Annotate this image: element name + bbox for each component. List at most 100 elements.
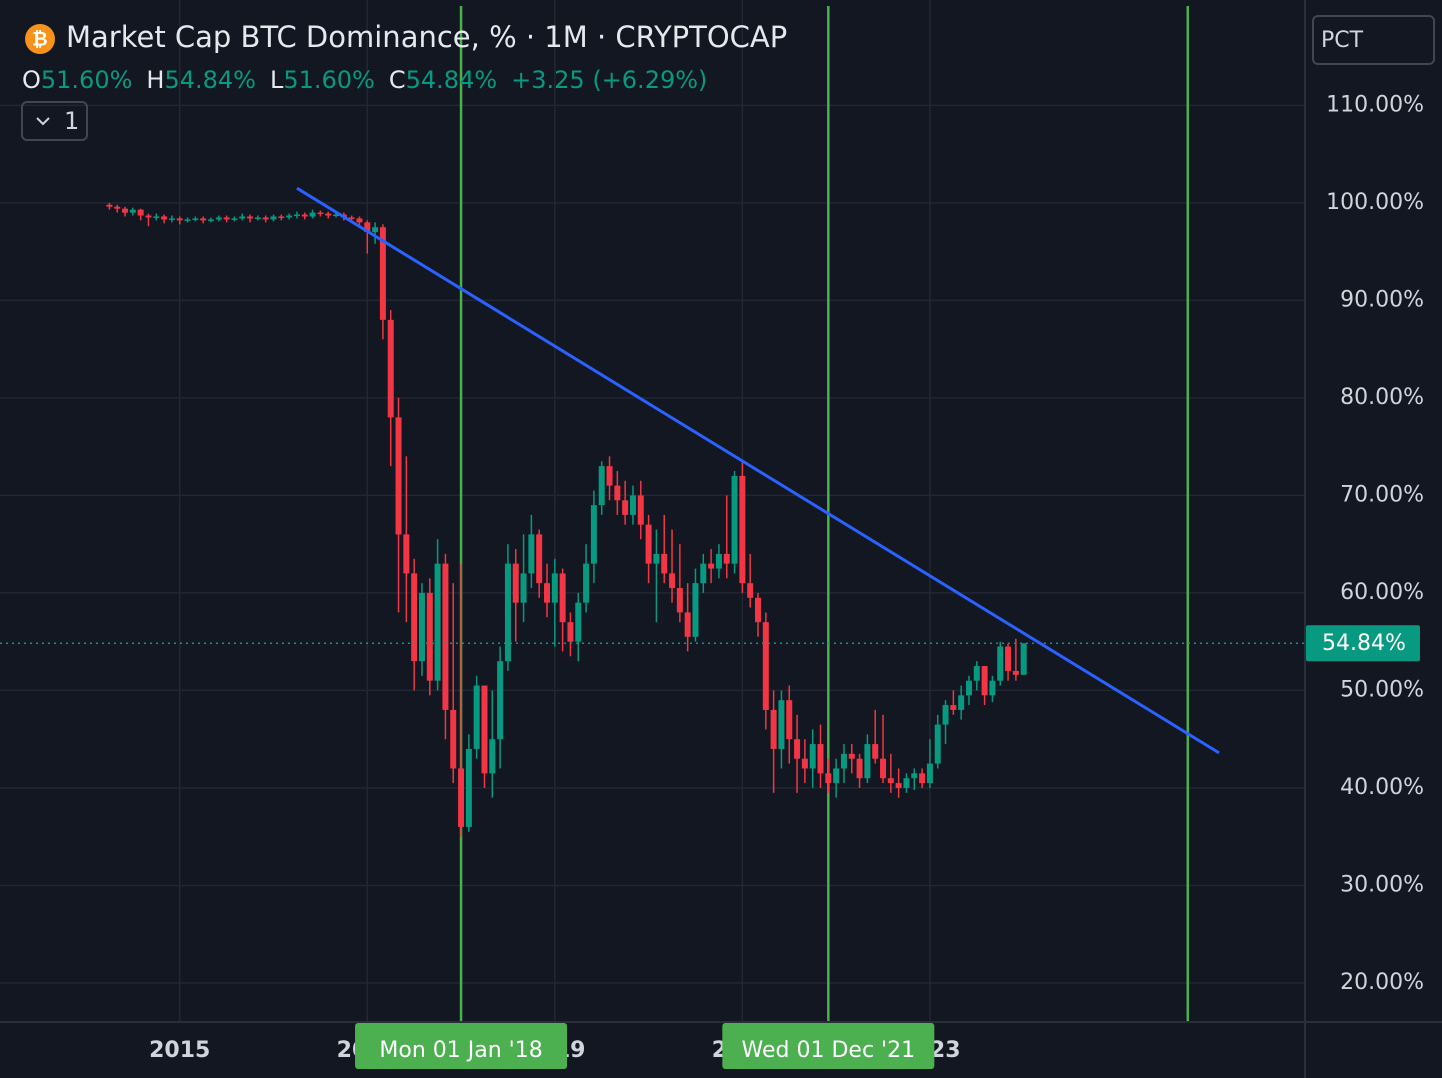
- candle-body: [481, 685, 488, 774]
- candle-body: [895, 783, 902, 788]
- candle-body: [207, 219, 214, 221]
- candle-body: [114, 206, 121, 209]
- candle-body: [317, 212, 324, 215]
- candle-body: [880, 758, 887, 779]
- candle-body: [794, 739, 801, 759]
- candle-body: [567, 622, 574, 642]
- y-tick-label: 40.00%: [1340, 775, 1424, 800]
- candle-body: [997, 646, 1004, 681]
- last-price-box: [1306, 625, 1420, 662]
- bitcoin-symbol: ₿: [32, 29, 47, 51]
- candle-body: [872, 744, 879, 759]
- date-label: Wed 01 Dec '21: [742, 1038, 916, 1063]
- legend-key: L: [270, 66, 284, 94]
- candle-body: [747, 583, 754, 598]
- candle-body: [942, 705, 949, 725]
- overlay: [0, 186, 1305, 755]
- candle-body: [911, 773, 918, 779]
- candle-body: [817, 744, 824, 774]
- candle-body: [708, 563, 715, 569]
- bitcoin-icon: [25, 24, 55, 54]
- candle-body: [715, 553, 722, 569]
- candle-body: [372, 227, 379, 233]
- date-label-box: [355, 1023, 568, 1069]
- y-tick-label: 60.00%: [1340, 580, 1424, 605]
- y-tick-label: 20.00%: [1340, 970, 1424, 995]
- candle-body: [161, 216, 168, 220]
- candle-body: [122, 208, 129, 213]
- candle-body: [411, 573, 418, 662]
- candle-body: [395, 417, 402, 535]
- candle-body: [364, 222, 371, 233]
- candle-body: [426, 592, 433, 681]
- candle-body: [833, 768, 840, 784]
- candle-body: [856, 758, 863, 779]
- candle-body: [864, 744, 871, 779]
- candle-body: [286, 215, 293, 218]
- candle-body: [676, 588, 683, 613]
- candle-body: [700, 563, 707, 584]
- candle-body: [293, 214, 300, 217]
- candle-body: [325, 213, 332, 216]
- candle-body: [770, 709, 777, 749]
- candle-body: [934, 724, 941, 764]
- candle-body: [168, 218, 175, 220]
- candle-body: [434, 563, 441, 681]
- candle-body: [778, 700, 785, 749]
- scale-button[interactable]: [1312, 15, 1435, 65]
- candle-body: [926, 763, 933, 784]
- candle-body: [450, 709, 457, 769]
- legend-key: C: [389, 66, 406, 94]
- candle-body: [848, 753, 855, 759]
- candle-body: [247, 216, 254, 219]
- candle-body: [786, 700, 793, 740]
- candle-body: [731, 475, 738, 564]
- candle-body: [106, 204, 113, 207]
- candle-body: [950, 705, 957, 710]
- candle-body: [254, 217, 261, 219]
- candle-body: [489, 739, 496, 774]
- candle-body: [536, 534, 543, 584]
- axes: 20.00% 30.00% 40.00% 50.00% 60.00% 70.00% 80.0…: [149, 92, 1424, 1069]
- candle-body: [520, 573, 527, 603]
- candle-body: [348, 217, 355, 219]
- y-tick-label: 30.00%: [1340, 872, 1424, 897]
- candle-body: [145, 215, 152, 218]
- candle-body: [559, 573, 566, 623]
- ohlc-legend: O51.60% H54.84% L51.60% C54.84% +3.25 (+6.29…: [22, 66, 707, 94]
- candle-body: [200, 218, 207, 221]
- candle-body: [1005, 646, 1012, 671]
- candle-body: [270, 216, 277, 220]
- candle-body: [458, 768, 465, 827]
- legend-row: O51.60% H54.84% L51.60% C54.84% +3.25 (+6.29…: [22, 66, 707, 94]
- candle-body: [1012, 670, 1019, 675]
- y-tick-label: 100.00%: [1326, 190, 1424, 215]
- candle-body: [590, 505, 597, 564]
- candle-body: [239, 216, 246, 219]
- candle-body: [583, 563, 590, 603]
- candle-body: [692, 583, 699, 637]
- candle-body: [723, 553, 730, 564]
- candle-body: [754, 597, 761, 623]
- candle-body: [465, 748, 472, 827]
- candle-body: [825, 773, 832, 784]
- candle-body: [301, 214, 308, 217]
- candle-body: [669, 573, 676, 589]
- candle-body: [192, 218, 199, 220]
- y-tick-label: 70.00%: [1340, 482, 1424, 507]
- candle-body: [801, 758, 808, 769]
- collapse-button[interactable]: [21, 101, 88, 141]
- candle-body: [403, 534, 410, 574]
- candle-body: [129, 209, 136, 213]
- candle-body: [622, 500, 629, 515]
- x-tick-label: 2015: [149, 1038, 210, 1063]
- candle-body: [1020, 643, 1027, 675]
- candle-body: [629, 495, 636, 515]
- legend-value: 54.84%: [164, 66, 256, 94]
- candle-body: [981, 666, 988, 696]
- candle-body: [606, 466, 613, 486]
- candle-body: [903, 778, 910, 788]
- candle-body: [504, 563, 511, 662]
- candle-body: [442, 563, 449, 710]
